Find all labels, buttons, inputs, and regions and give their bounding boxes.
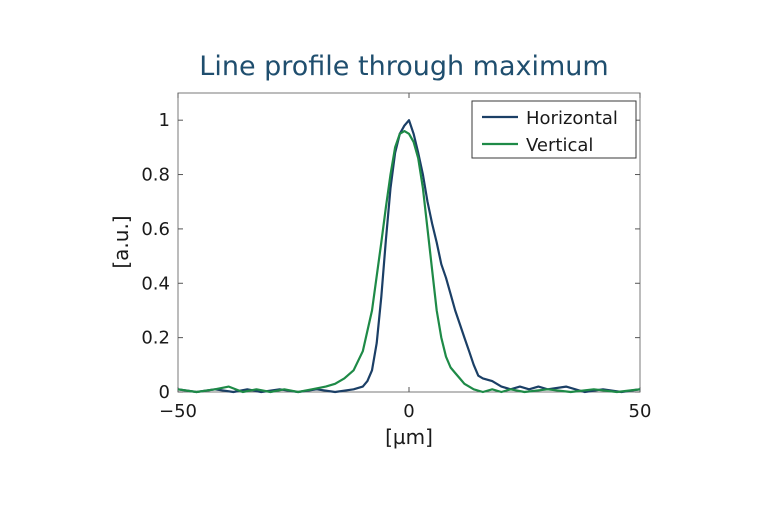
axis-ticks: 00.20.40.60.81−50 0 50	[141, 93, 651, 422]
y-tick-label: 1	[159, 110, 170, 131]
legend-label-vertical: Vertical	[526, 135, 593, 156]
y-axis-label: [a.u.]	[109, 215, 133, 268]
y-tick-label: 0.4	[141, 273, 170, 294]
y-tick-label: 0.2	[141, 328, 170, 349]
x-tick-label: −50	[159, 401, 197, 422]
x-tick-label: 50	[629, 401, 652, 422]
y-tick-label: 0.8	[141, 165, 170, 186]
x-tick-label: 0	[403, 401, 414, 422]
chart-title: Line profile through maximum	[199, 51, 608, 82]
x-axis-label: [µm]	[385, 425, 433, 449]
y-tick-label: 0	[159, 382, 170, 403]
y-tick-label: 0.6	[141, 219, 170, 240]
series-lines	[177, 119, 641, 394]
legend: Horizontal Vertical	[471, 100, 637, 159]
legend-label-horizontal: Horizontal	[526, 108, 618, 129]
series-line-horizontal	[177, 119, 641, 394]
series-line-vertical	[177, 130, 641, 394]
legend-box	[471, 100, 637, 159]
